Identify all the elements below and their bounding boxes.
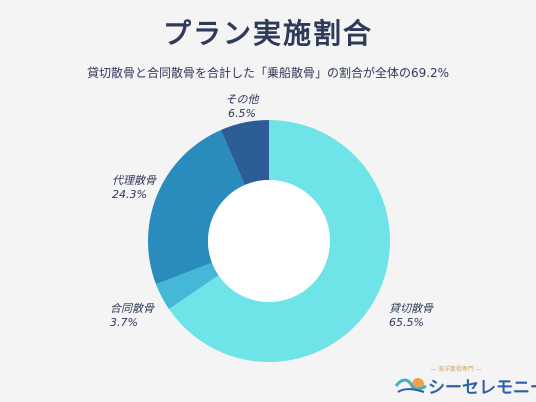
slice-value-3: 24.3% bbox=[112, 188, 147, 201]
logo-name: シーセレモニー bbox=[428, 378, 536, 398]
chart-subtitle: 貸切散骨と合同散骨を合計した「乗船散骨」の割合が全体の69.2% bbox=[86, 66, 450, 80]
slice-value-2: 3.7% bbox=[110, 316, 138, 329]
slice-label-1: 貸切散骨 bbox=[389, 302, 434, 315]
wave-sun-icon bbox=[394, 378, 427, 393]
brand-logo: — 海洋散骨専門 — シーセレモニー bbox=[394, 364, 536, 398]
pie-slice-4 bbox=[220, 120, 269, 186]
slice-value-1: 65.5% bbox=[389, 316, 424, 329]
slice-label-2: 合同散骨 bbox=[110, 302, 155, 315]
slice-value-4: 6.5% bbox=[228, 107, 256, 120]
donut-hole bbox=[208, 180, 330, 302]
pie-slice-3 bbox=[147, 129, 245, 285]
pie-slice-1 bbox=[168, 120, 390, 362]
logo-tagline: — 海洋散骨専門 — bbox=[430, 366, 482, 373]
slice-label-3: 代理散骨 bbox=[112, 174, 157, 187]
chart-title: プラン実施割合 bbox=[162, 17, 373, 50]
pie-slice-2 bbox=[155, 262, 219, 310]
slice-label-4: その他 bbox=[226, 93, 260, 106]
